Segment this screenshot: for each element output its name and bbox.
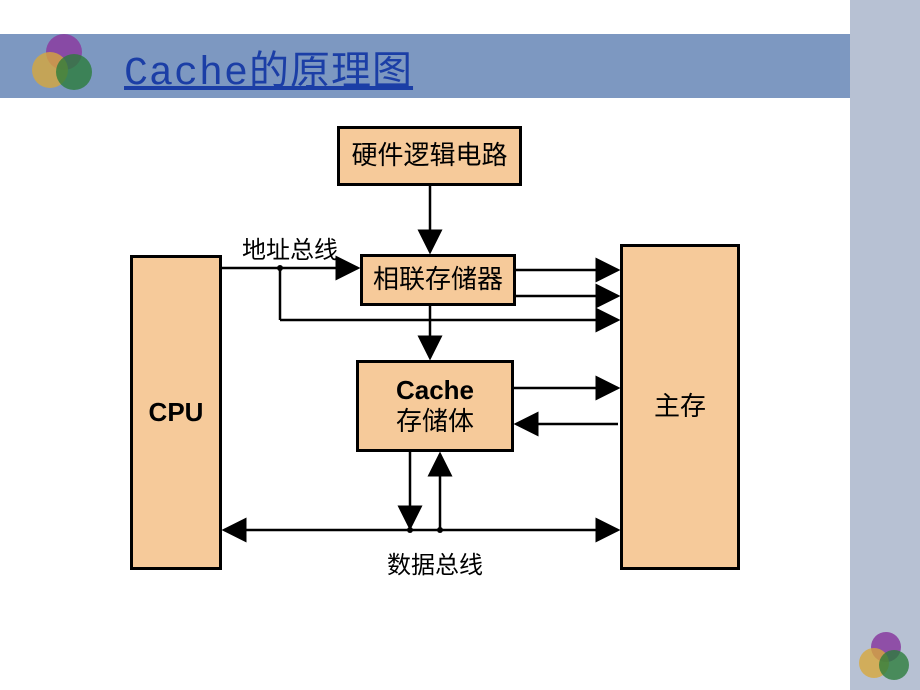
label-data-bus: 数据总线 <box>387 545 483 580</box>
node-cache: Cache 存储体 <box>356 360 514 452</box>
logo-icon <box>28 32 94 94</box>
node-main-memory: 主存 <box>620 244 740 570</box>
node-sublabel: 存储体 <box>396 406 474 439</box>
node-label: 硬件逻辑电路 <box>351 140 507 173</box>
node-label: 主存 <box>654 391 706 424</box>
node-label: Cache <box>396 374 474 407</box>
node-hardware-logic: 硬件逻辑电路 <box>337 126 522 186</box>
node-cpu: CPU <box>130 255 222 570</box>
sidebar-accent <box>850 0 920 690</box>
node-label: CPU <box>149 396 204 429</box>
slide-title: Cache的原理图 <box>124 38 413 97</box>
cache-diagram: 硬件逻辑电路 相联存储器 CPU Cache 存储体 主存 地址总线 数据总线 <box>120 120 760 600</box>
node-label: 相联存储器 <box>373 264 503 297</box>
label-address-bus: 地址总线 <box>242 230 338 265</box>
node-associative-memory: 相联存储器 <box>360 254 516 306</box>
logo-icon <box>854 630 912 684</box>
